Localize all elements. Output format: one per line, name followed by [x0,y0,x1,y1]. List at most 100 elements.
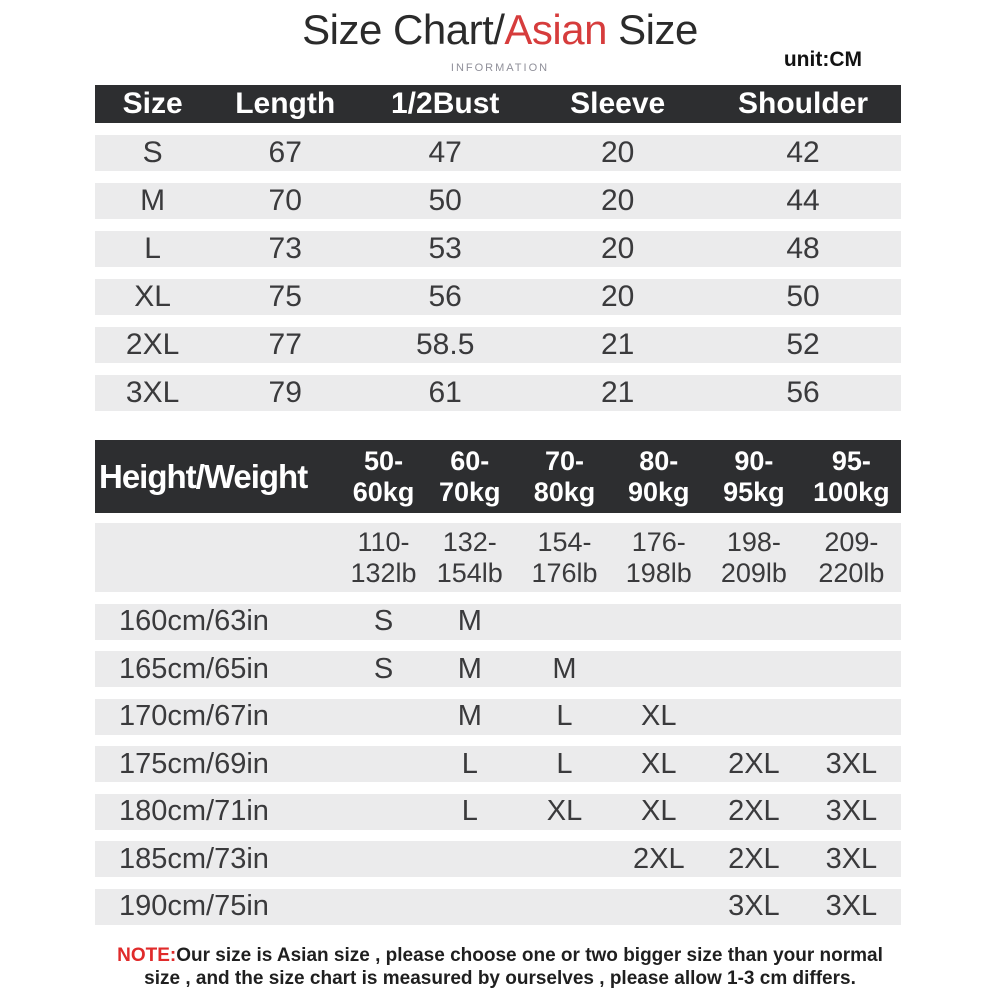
weight-lb-line: 154- [537,526,592,557]
size-cell: 73 [268,232,302,265]
weight-kg-line: 70- [544,445,584,476]
header-cell-bust: 1/2Bust [391,87,500,120]
height-label: 185cm/73in [119,842,269,875]
size-cell: 21 [600,328,635,361]
fit-size-cell: XL [641,795,677,827]
size-table-header: Size Length 1/2Bust Sleeve Shoulder [95,85,901,123]
size-cell: S [142,136,163,169]
size-cell: XL [134,280,171,313]
size-cell: 20 [600,136,635,169]
size-cell: 61 [428,376,462,409]
weight-kg-cell: 90- 95kg [706,440,802,513]
fit-size-cell [802,604,901,640]
weight-lb-cell: 198- 209lb [706,523,802,592]
weight-lb-line: 176lb [531,557,598,588]
weight-kg-line: 80- [639,445,679,476]
fit-size-cell [612,889,706,925]
information-label: INFORMATION [450,62,550,74]
corner-label: Height/Weight [99,457,308,495]
header-cell-sleeve: Sleeve [570,87,666,120]
fit-size-cell: M [457,605,482,637]
height-label: 170cm/67in [119,700,269,732]
fit-size-cell: L [461,795,478,827]
weight-lb-line: 176- [631,526,686,557]
weight-lb-line: 198- [726,526,781,557]
size-cell: 20 [600,184,635,217]
fit-size-cell [345,889,422,925]
fit-size-cell: L [556,700,573,732]
size-cell: 21 [600,376,635,409]
size-cell: 67 [268,136,302,169]
note-text-2: size , and the size chart is measured by… [144,968,856,989]
fit-table-body: 160cm/63in S M 165cm/65in S M M 170cm/67in M L XL 1… [95,603,901,925]
fit-row: 180cm/71in L XL XL 2XL 3XL [95,793,901,830]
fit-size-cell: M [457,700,482,732]
weight-kg-line: 90- [734,445,774,476]
size-cell: 2XL [125,328,180,361]
fit-row: 190cm/75in 3XL 3XL [95,888,901,925]
fit-size-cell [517,889,611,925]
fit-size-cell [612,651,706,687]
weight-kg-cell: 50- 60kg [345,440,422,513]
fit-size-cell [422,841,517,877]
weight-kg-cell: 80- 90kg [612,440,706,513]
note: NOTE:Our size is Asian size , please cho… [0,944,1000,990]
fit-size-cell [345,699,422,735]
fit-size-cell: 3XL [825,890,878,922]
fit-row: 170cm/67in M L XL [95,698,901,735]
fit-size-cell: S [373,605,394,637]
fit-size-cell: L [461,747,478,780]
title-accent: Asian [504,6,607,53]
weight-kg-line: 50- [364,445,404,476]
fit-size-cell [345,841,422,877]
fit-size-cell [422,889,517,925]
page-title: Size Chart/Asian Size [0,4,1000,56]
fit-row: 165cm/65in S M M [95,651,901,687]
weight-lb-cell: 110- 132lb [345,523,422,592]
fit-size-cell: M [457,652,482,685]
weight-lb-cell: 154- 176lb [517,523,611,592]
fit-size-cell [802,651,901,687]
fit-size-cell: S [373,652,394,685]
fit-size-cell [517,604,611,640]
fit-table-header: Height/Weight 50- 60kg 60- 70kg 70- 80kg 80- 90… [95,440,901,513]
size-cell: 50 [786,280,820,313]
size-row: XL 75 56 20 50 [95,279,901,315]
weight-lb-line: 198lb [625,557,692,588]
size-cell: 75 [268,280,302,313]
fit-size-cell: XL [546,795,583,827]
size-cell: 20 [600,232,635,265]
fit-row: 160cm/63in S M [95,603,901,640]
weight-lb-cell: 209- 220lb [802,523,901,592]
weight-lb-line: 209- [824,526,879,557]
weight-kg-line: 95kg [723,476,785,507]
fit-size-cell [706,651,802,687]
size-cell: 58.5 [415,328,475,361]
fit-size-cell [706,699,802,735]
fit-size-cell: 3XL [825,842,878,875]
fit-size-cell [345,746,422,782]
size-cell: 42 [786,136,820,169]
header-cell-length: Length [235,87,336,120]
unit-label: unit:CM [783,48,862,71]
fit-size-cell: L [556,747,573,780]
size-cell: 50 [428,184,462,217]
title-part2: Size [606,6,698,53]
fit-size-cell [345,794,422,830]
note-label: NOTE: [117,945,177,966]
size-cell: 53 [428,232,462,265]
weight-lb-cell: 132- 154lb [422,523,517,592]
weight-kg-line: 70kg [439,476,501,507]
fit-size-cell: 2XL [728,747,780,780]
size-row: L 73 53 20 48 [95,231,901,267]
weight-kg-line: 100kg [813,476,890,507]
fit-size-cell: 2XL [632,842,685,875]
size-cell: 77 [268,328,302,361]
weight-lb-cell: 176- 198lb [612,523,706,592]
weight-kg-line: 90kg [628,476,690,507]
size-table: Size Length 1/2Bust Sleeve Shoulder S 67 4… [95,85,901,411]
fit-row: 175cm/69in L L XL 2XL 3XL [95,746,901,782]
header-cell-shoulder: Shoulder [738,87,869,120]
height-label: 190cm/75in [119,890,269,922]
weight-lb-line: 132lb [350,557,417,588]
